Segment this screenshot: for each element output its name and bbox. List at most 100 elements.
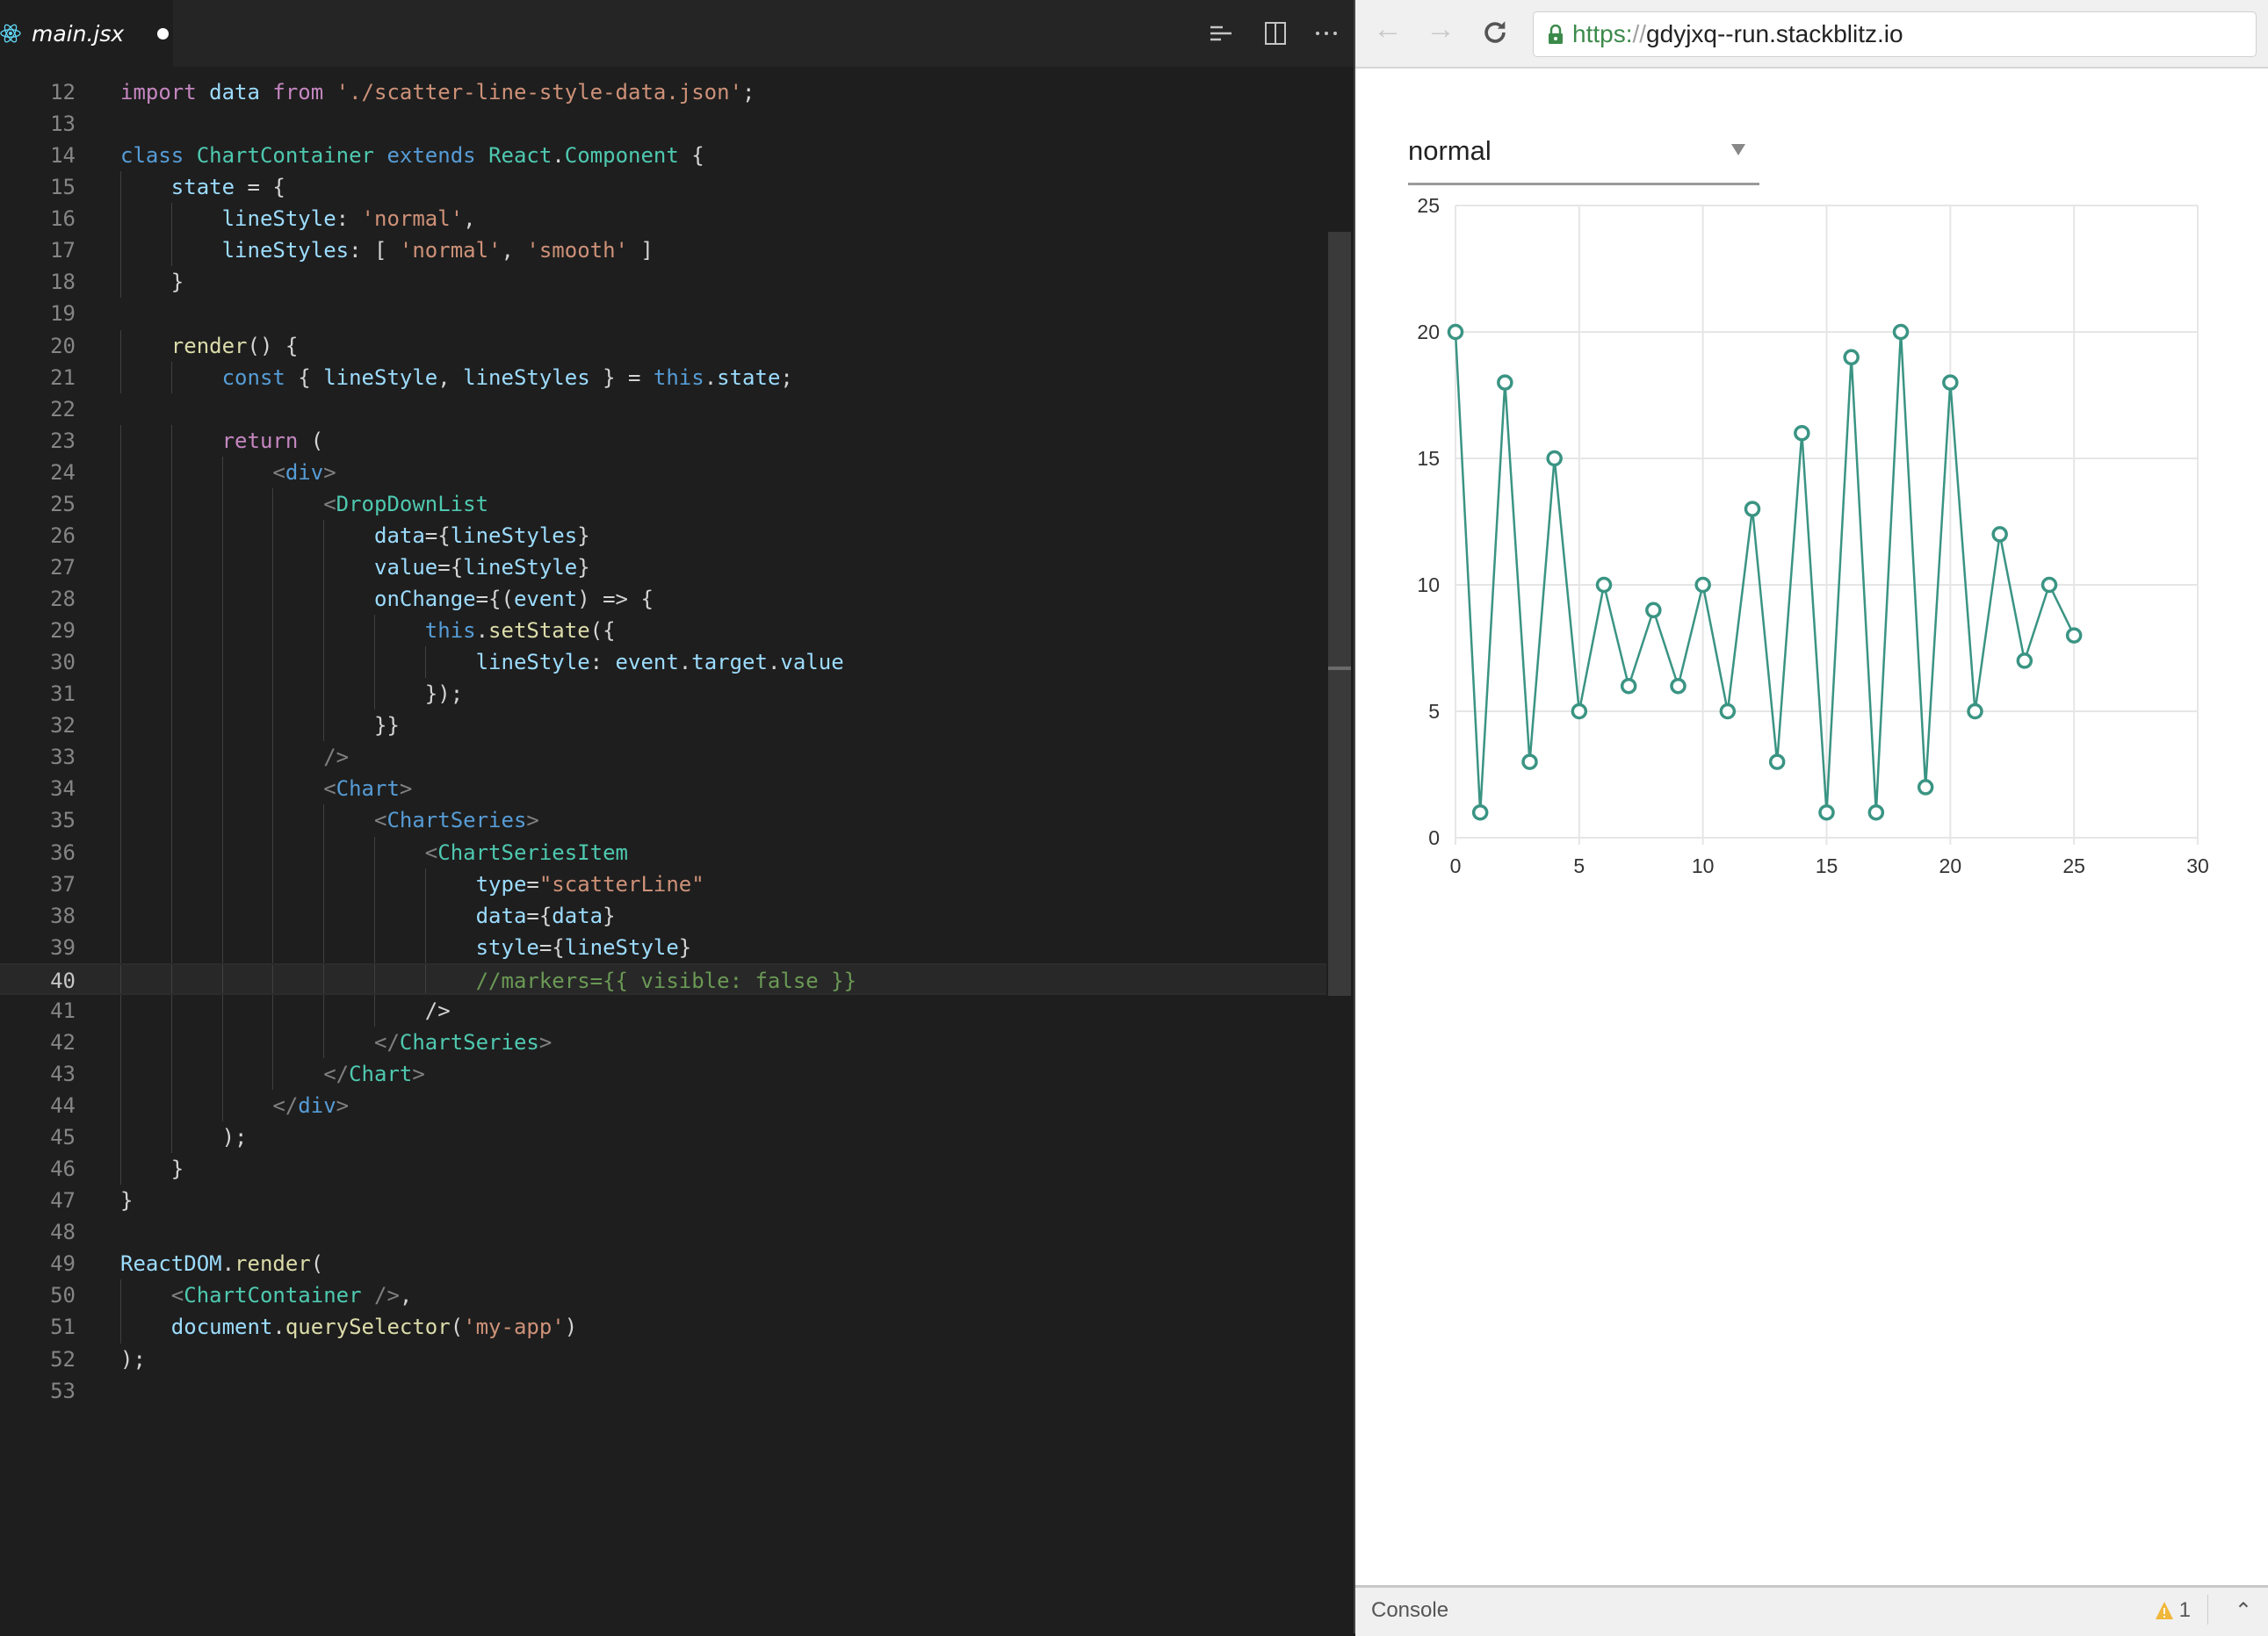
line-number: 18 bbox=[50, 270, 76, 295]
indent-guide bbox=[120, 456, 121, 488]
code-line[interactable]: 47} bbox=[0, 1185, 1326, 1216]
code-line[interactable]: 51 document.querySelector('my-app') bbox=[0, 1311, 1326, 1344]
code-area[interactable]: 12 import data from './scatter-line-style… bbox=[0, 76, 1326, 1407]
code-token: > bbox=[412, 1061, 425, 1086]
code-text: /> bbox=[425, 995, 451, 1027]
code-token: , bbox=[399, 1283, 413, 1308]
code-line[interactable]: 13 bbox=[0, 108, 1326, 140]
code-line[interactable]: 39 style={lineStyle} bbox=[0, 931, 1326, 963]
code-token: } = bbox=[589, 364, 654, 390]
code-line[interactable]: 32}} bbox=[0, 710, 1326, 742]
code-line[interactable]: 18} bbox=[0, 266, 1326, 299]
line-number: 17 bbox=[50, 238, 76, 263]
code-line[interactable]: 21 const { lineStyle, lineStyles } = this… bbox=[0, 361, 1326, 393]
code-line[interactable]: 30 lineStyle: event.target.value bbox=[0, 646, 1326, 679]
back-icon[interactable]: ← bbox=[1373, 12, 1403, 46]
address-bar[interactable]: https://gdyjxq--run.stackblitz.io bbox=[1533, 11, 2257, 57]
code-line[interactable]: 36 <ChartSeriesItem bbox=[0, 836, 1326, 868]
code-token: ); bbox=[221, 1125, 248, 1150]
indent-guide bbox=[170, 678, 172, 710]
code-token: state bbox=[170, 175, 235, 200]
reload-icon[interactable] bbox=[1480, 18, 1510, 47]
code-text: <ChartSeries> bbox=[374, 804, 539, 836]
code-token: , bbox=[463, 206, 476, 232]
split-editor-icon[interactable] bbox=[1263, 21, 1288, 46]
code-line[interactable]: 27 value={lineStyle} bbox=[0, 551, 1326, 583]
code-line[interactable]: 28 onChange={(event) => { bbox=[0, 583, 1326, 616]
data-point-marker bbox=[1892, 323, 1910, 341]
indent-guide bbox=[120, 1279, 121, 1312]
code-line[interactable]: 52); bbox=[0, 1344, 1326, 1375]
code-line[interactable]: 12 import data from './scatter-line-style… bbox=[0, 76, 1326, 108]
unsaved-dot-icon[interactable] bbox=[157, 27, 170, 40]
toggle-word-wrap-icon[interactable] bbox=[1209, 21, 1233, 46]
code-line[interactable]: 43 </Chart> bbox=[0, 1057, 1326, 1090]
code-line[interactable]: 40 //markers={{ visible: false }} bbox=[0, 962, 1326, 995]
code-token: < bbox=[323, 776, 336, 802]
code-line[interactable]: 50 <ChartContainer />, bbox=[0, 1279, 1326, 1312]
indent-guide bbox=[424, 646, 426, 679]
chevron-up-icon[interactable]: ⌃ bbox=[2234, 1599, 2252, 1623]
code-line[interactable]: 15 state = { bbox=[0, 171, 1326, 204]
indent-guide bbox=[170, 583, 172, 616]
indent-guide bbox=[170, 1121, 172, 1154]
code-line[interactable]: 37 type="scatterLine" bbox=[0, 868, 1326, 900]
code-line[interactable]: 23 return ( bbox=[0, 424, 1326, 457]
forward-icon[interactable]: → bbox=[1426, 12, 1455, 46]
line-number: 48 bbox=[50, 1220, 76, 1245]
code-token: /> bbox=[361, 1283, 400, 1308]
code-line[interactable]: 34 <Chart> bbox=[0, 773, 1326, 805]
code-token: ] bbox=[627, 238, 654, 263]
code-line[interactable]: 20 render() { bbox=[0, 329, 1326, 362]
console-bar[interactable]: Console 1 ⌃ bbox=[1355, 1585, 2268, 1636]
indent-guide bbox=[323, 519, 325, 551]
code-line[interactable]: 29 this.setState({ bbox=[0, 615, 1326, 647]
code-line[interactable]: 49 ReactDOM.render( bbox=[0, 1248, 1326, 1279]
indent-guide bbox=[120, 1153, 121, 1186]
code-text: class ChartContainer extends React.Compo… bbox=[120, 140, 704, 171]
tab-main-jsx[interactable]: main.jsx bbox=[0, 0, 173, 67]
scrollbar-cursor-marker bbox=[1328, 667, 1351, 670]
more-actions-icon[interactable] bbox=[1314, 21, 1339, 46]
indent-guide bbox=[374, 836, 375, 868]
indent-guide bbox=[221, 1090, 223, 1122]
code-line[interactable]: 25 <DropDownList bbox=[0, 487, 1326, 520]
indent-guide bbox=[424, 964, 426, 993]
code-token: < bbox=[374, 808, 387, 833]
code-line[interactable]: 53 bbox=[0, 1375, 1326, 1407]
code-line[interactable]: 16 lineStyle: 'normal', bbox=[0, 203, 1326, 235]
line-number: 53 bbox=[50, 1378, 76, 1403]
code-line[interactable]: 24 <div> bbox=[0, 456, 1326, 488]
line-style-dropdown[interactable]: normal bbox=[1408, 132, 1759, 185]
code-line[interactable]: 14 class ChartContainer extends React.Com… bbox=[0, 140, 1326, 171]
code-text: document.querySelector('my-app') bbox=[171, 1311, 577, 1343]
code-token: ; bbox=[780, 364, 793, 390]
code-line[interactable]: 42 </ChartSeries> bbox=[0, 1026, 1326, 1058]
indent-guide bbox=[221, 646, 223, 679]
indent-guide bbox=[272, 615, 274, 647]
code-line[interactable]: 46} bbox=[0, 1153, 1326, 1186]
indent-guide bbox=[170, 1057, 172, 1090]
code-token: render bbox=[235, 1251, 311, 1277]
code-line[interactable]: 33 /> bbox=[0, 741, 1326, 774]
code-line[interactable]: 35 <ChartSeries> bbox=[0, 804, 1326, 837]
code-token: { bbox=[678, 143, 704, 169]
code-line[interactable]: 41 /> bbox=[0, 994, 1326, 1027]
code-line[interactable]: 26 data={lineStyles} bbox=[0, 519, 1326, 551]
editor-scrollbar[interactable] bbox=[1328, 232, 1351, 996]
code-token: . bbox=[221, 1251, 235, 1277]
code-line[interactable]: 45); bbox=[0, 1121, 1326, 1154]
code-line[interactable]: 17 lineStyles: [ 'normal', 'smooth' ] bbox=[0, 234, 1326, 267]
code-line[interactable]: 22 bbox=[0, 393, 1326, 425]
line-number: 23 bbox=[50, 428, 76, 453]
code-token: data bbox=[209, 80, 260, 105]
data-point-marker bbox=[1843, 349, 1860, 366]
warning-count[interactable]: 1 bbox=[2155, 1598, 2191, 1623]
indent-guide bbox=[424, 868, 426, 900]
code-line[interactable]: 38 data={data} bbox=[0, 899, 1326, 932]
code-line[interactable]: 31}); bbox=[0, 678, 1326, 710]
code-line[interactable]: 19 bbox=[0, 298, 1326, 329]
code-line[interactable]: 48 bbox=[0, 1216, 1326, 1248]
code-line[interactable]: 44 </div> bbox=[0, 1090, 1326, 1122]
code-token: } bbox=[170, 1157, 184, 1182]
